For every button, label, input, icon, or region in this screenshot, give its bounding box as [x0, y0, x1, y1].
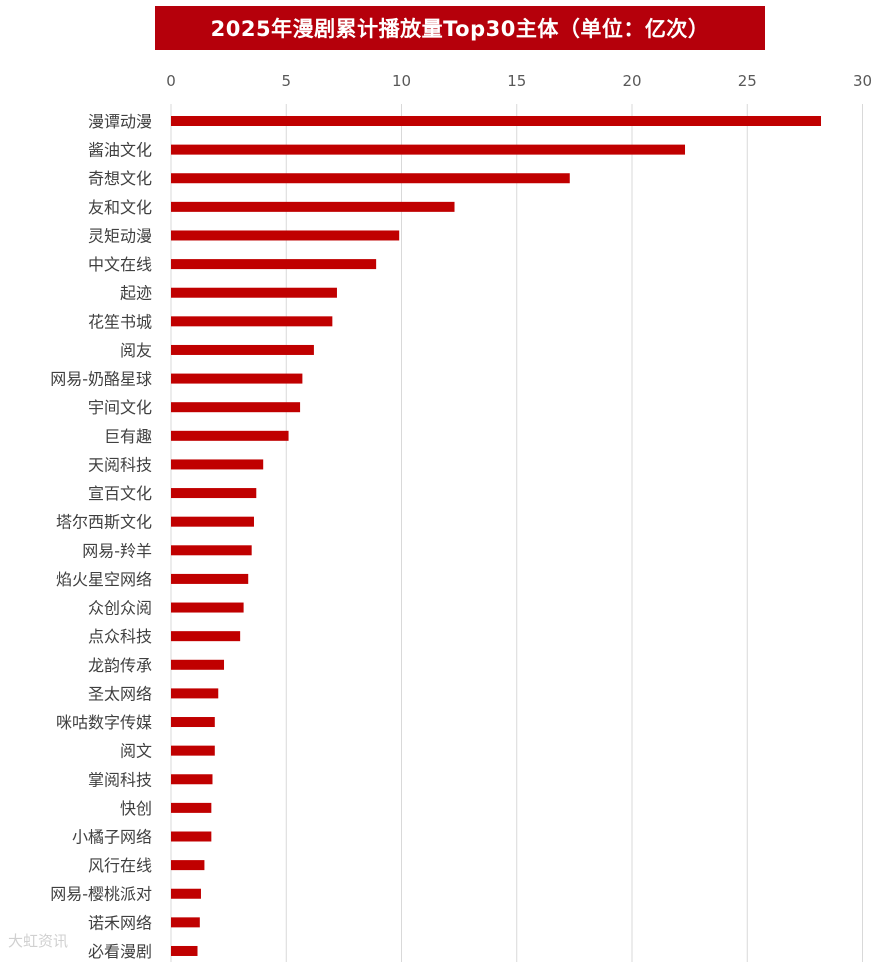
- category-label: 龙韵传承: [88, 656, 152, 675]
- bar: [171, 488, 257, 499]
- bars: [171, 116, 822, 956]
- bar: [171, 430, 289, 441]
- category-label: 掌阅科技: [88, 770, 152, 789]
- bar: [171, 287, 337, 298]
- x-tick-label: 25: [738, 72, 757, 90]
- bar: [171, 917, 200, 928]
- category-label: 网易-羚羊: [82, 541, 152, 560]
- category-label: 花笙书城: [88, 312, 152, 331]
- bar: [171, 144, 686, 155]
- category-labels: 漫谭动漫酱油文化奇想文化友和文化灵矩动漫中文在线起迹花笙书城阅友网易-奶酪星球宇…: [50, 112, 152, 961]
- bar: [171, 688, 219, 699]
- bar: [171, 259, 377, 270]
- gridlines: [170, 104, 863, 962]
- category-label: 酱油文化: [88, 141, 152, 160]
- category-label: 小橘子网络: [72, 828, 152, 847]
- category-label: 巨有趣: [104, 427, 152, 446]
- category-label: 灵矩动漫: [88, 226, 152, 245]
- bar: [171, 173, 570, 184]
- category-label: 焰火星空网络: [56, 570, 152, 589]
- category-label: 咪咕数字传媒: [56, 713, 152, 732]
- bar: [171, 373, 303, 384]
- category-label: 奇想文化: [88, 169, 152, 188]
- category-label: 宇间文化: [88, 398, 152, 417]
- category-label: 网易-奶酪星球: [50, 370, 152, 389]
- category-label: 网易-樱桃派对: [50, 885, 152, 904]
- category-label: 点众科技: [88, 627, 152, 646]
- bar: [171, 659, 225, 670]
- bar: [171, 631, 241, 642]
- x-tick-label: 20: [622, 72, 641, 90]
- category-label: 圣太网络: [88, 684, 152, 703]
- watermark-text: 大虹资讯: [8, 932, 69, 950]
- bar: [171, 860, 205, 871]
- chart-title: 2025年漫剧累计播放量Top30主体（单位：亿次）: [155, 6, 765, 50]
- bar: [171, 201, 455, 212]
- bar: [171, 545, 252, 556]
- x-tick-label: 30: [853, 72, 872, 90]
- bar: [171, 602, 244, 613]
- bar: [171, 774, 213, 785]
- bar: [171, 344, 314, 355]
- category-label: 诺禾网络: [88, 913, 152, 932]
- category-label: 起迹: [120, 284, 152, 303]
- x-tick-label: 5: [281, 72, 291, 90]
- category-label: 漫谭动漫: [88, 112, 152, 131]
- category-label: 快创: [120, 799, 152, 818]
- bar: [171, 459, 264, 470]
- category-label: 阅文: [120, 742, 152, 761]
- bar: [171, 316, 333, 327]
- x-tick-label: 0: [166, 72, 176, 90]
- x-tick-label: 15: [507, 72, 526, 90]
- bar: [171, 802, 212, 813]
- category-label: 友和文化: [88, 198, 152, 217]
- bar: [171, 116, 822, 126]
- bar: [171, 230, 400, 241]
- bar: [171, 831, 212, 842]
- category-label: 必看漫剧: [88, 942, 152, 961]
- category-label: 风行在线: [88, 856, 152, 875]
- bar: [171, 402, 301, 413]
- bar: [171, 717, 215, 728]
- bar: [171, 516, 254, 527]
- category-label: 阅友: [120, 341, 152, 360]
- x-tick-label: 10: [392, 72, 411, 90]
- category-label: 众创众阅: [88, 599, 152, 618]
- category-label: 宣百文化: [88, 484, 152, 503]
- bar: [171, 745, 215, 756]
- bar: [171, 945, 198, 956]
- x-tick-labels: 0 5 10 15 20 25 30: [166, 72, 872, 90]
- category-label: 塔尔西斯文化: [56, 513, 152, 532]
- category-label: 中文在线: [88, 255, 152, 274]
- category-label: 天阅科技: [88, 455, 152, 474]
- bar: [171, 888, 201, 899]
- bar: [171, 573, 249, 584]
